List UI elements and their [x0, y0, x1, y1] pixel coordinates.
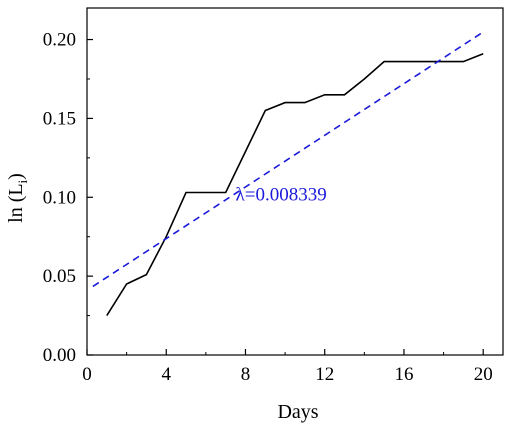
y-axis-label-subscript: i [15, 179, 30, 183]
data-line [106, 52, 484, 317]
y-tick-label: 0.10 [43, 187, 76, 208]
fit-line [92, 31, 484, 288]
x-tick-label: 8 [241, 364, 251, 385]
y-tick-label: 0.20 [43, 30, 76, 51]
y-axis-label: ln (Li) [5, 173, 30, 223]
ticks: 0 4 8 12 16 20 0.00 0.05 0.10 0.15 0.20 [43, 30, 493, 385]
lambda-annotation: λ=0.008339 [236, 184, 327, 205]
x-axis-label: Days [277, 401, 318, 423]
y-tick-label: 0.00 [43, 345, 76, 366]
y-tick-label: 0.15 [43, 108, 76, 129]
x-tick-label: 0 [82, 364, 92, 385]
axes [86, 7, 504, 356]
annotations: λ=0.008339 [236, 184, 327, 205]
series-layer [92, 31, 484, 317]
x-tick-label: 20 [474, 364, 493, 385]
x-tick-label: 16 [394, 364, 413, 385]
x-tick-label: 4 [161, 364, 171, 385]
x-tick-label: 12 [315, 364, 334, 385]
y-tick-label: 0.05 [43, 266, 76, 287]
plot-frame [86, 7, 504, 356]
